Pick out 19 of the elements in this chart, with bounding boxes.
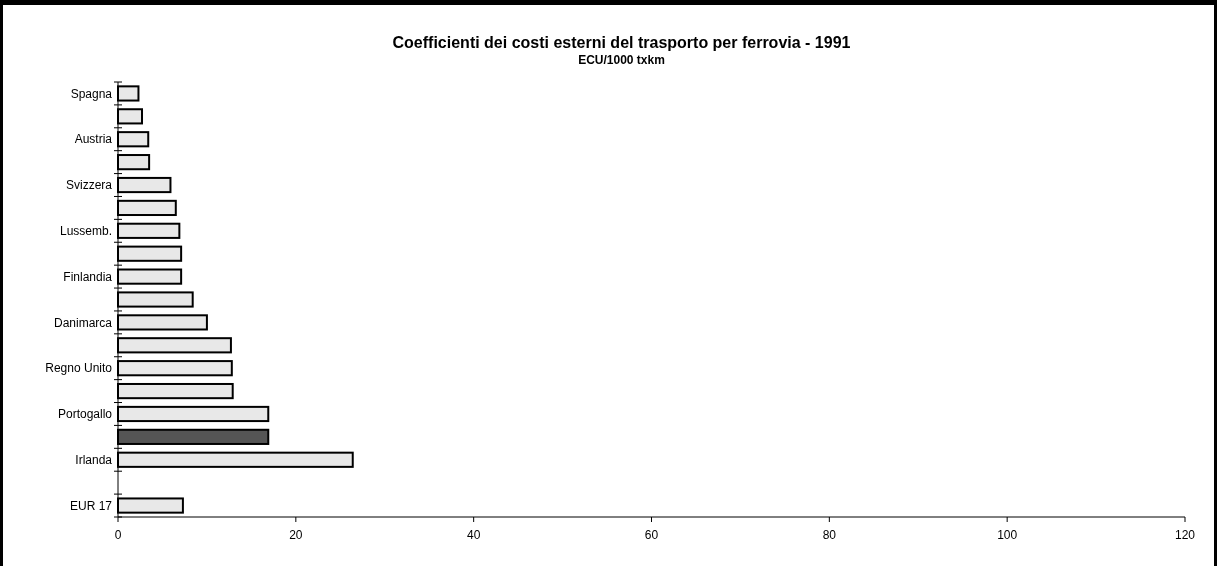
y-tick-label: Spagna <box>70 86 113 101</box>
y-tick-label: Regno Unito <box>45 361 113 376</box>
y-tick-label: Austria <box>74 132 113 147</box>
x-tick-label: 80 <box>822 528 837 542</box>
y-tick-label: Portogallo <box>57 407 113 422</box>
y-tick-label: Lussemb. <box>59 224 112 239</box>
y-tick-label: Finlandia <box>63 269 113 284</box>
x-tick-label: 20 <box>289 528 303 542</box>
x-tick-label: 40 <box>466 528 481 542</box>
y-tick-label: Irlanda <box>75 452 113 467</box>
y-tick-label: Danimarca <box>53 315 113 330</box>
y-tick-label: EUR 17 <box>69 498 113 513</box>
y-tick-label: Svizzera <box>65 178 113 193</box>
x-tick-label: 60 <box>644 528 659 542</box>
chart-title: Coefficienti dei costi esterni del trasporto per ferrovia - 1991 <box>392 34 851 51</box>
x-tick-label: 100 <box>997 528 1018 542</box>
chart-subtitle: ECU/1000 txkm <box>578 53 665 67</box>
x-tick-label: 0 <box>114 528 122 542</box>
x-tick-label: 120 <box>1174 528 1196 542</box>
